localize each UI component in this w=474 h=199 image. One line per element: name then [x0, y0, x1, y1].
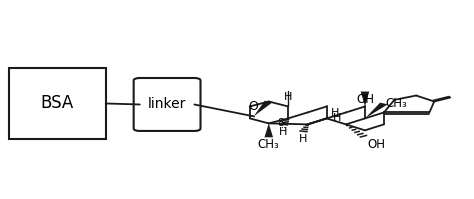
Polygon shape	[264, 123, 273, 137]
Text: O: O	[249, 100, 258, 113]
Text: BSA: BSA	[40, 95, 74, 112]
Text: CH₃: CH₃	[257, 138, 279, 151]
Text: linker: linker	[148, 98, 186, 111]
Polygon shape	[254, 101, 273, 116]
Text: H: H	[330, 108, 339, 118]
Text: CH₃: CH₃	[386, 97, 408, 110]
Text: 8: 8	[277, 118, 284, 128]
FancyBboxPatch shape	[9, 68, 106, 139]
Text: OH: OH	[367, 138, 385, 151]
Polygon shape	[365, 103, 388, 118]
Text: H: H	[333, 113, 341, 123]
Text: H: H	[284, 92, 292, 102]
Text: OH: OH	[356, 93, 374, 106]
Polygon shape	[361, 92, 369, 106]
FancyBboxPatch shape	[134, 78, 201, 131]
Text: H: H	[299, 134, 307, 144]
Text: Ḧ: Ḧ	[279, 127, 288, 137]
